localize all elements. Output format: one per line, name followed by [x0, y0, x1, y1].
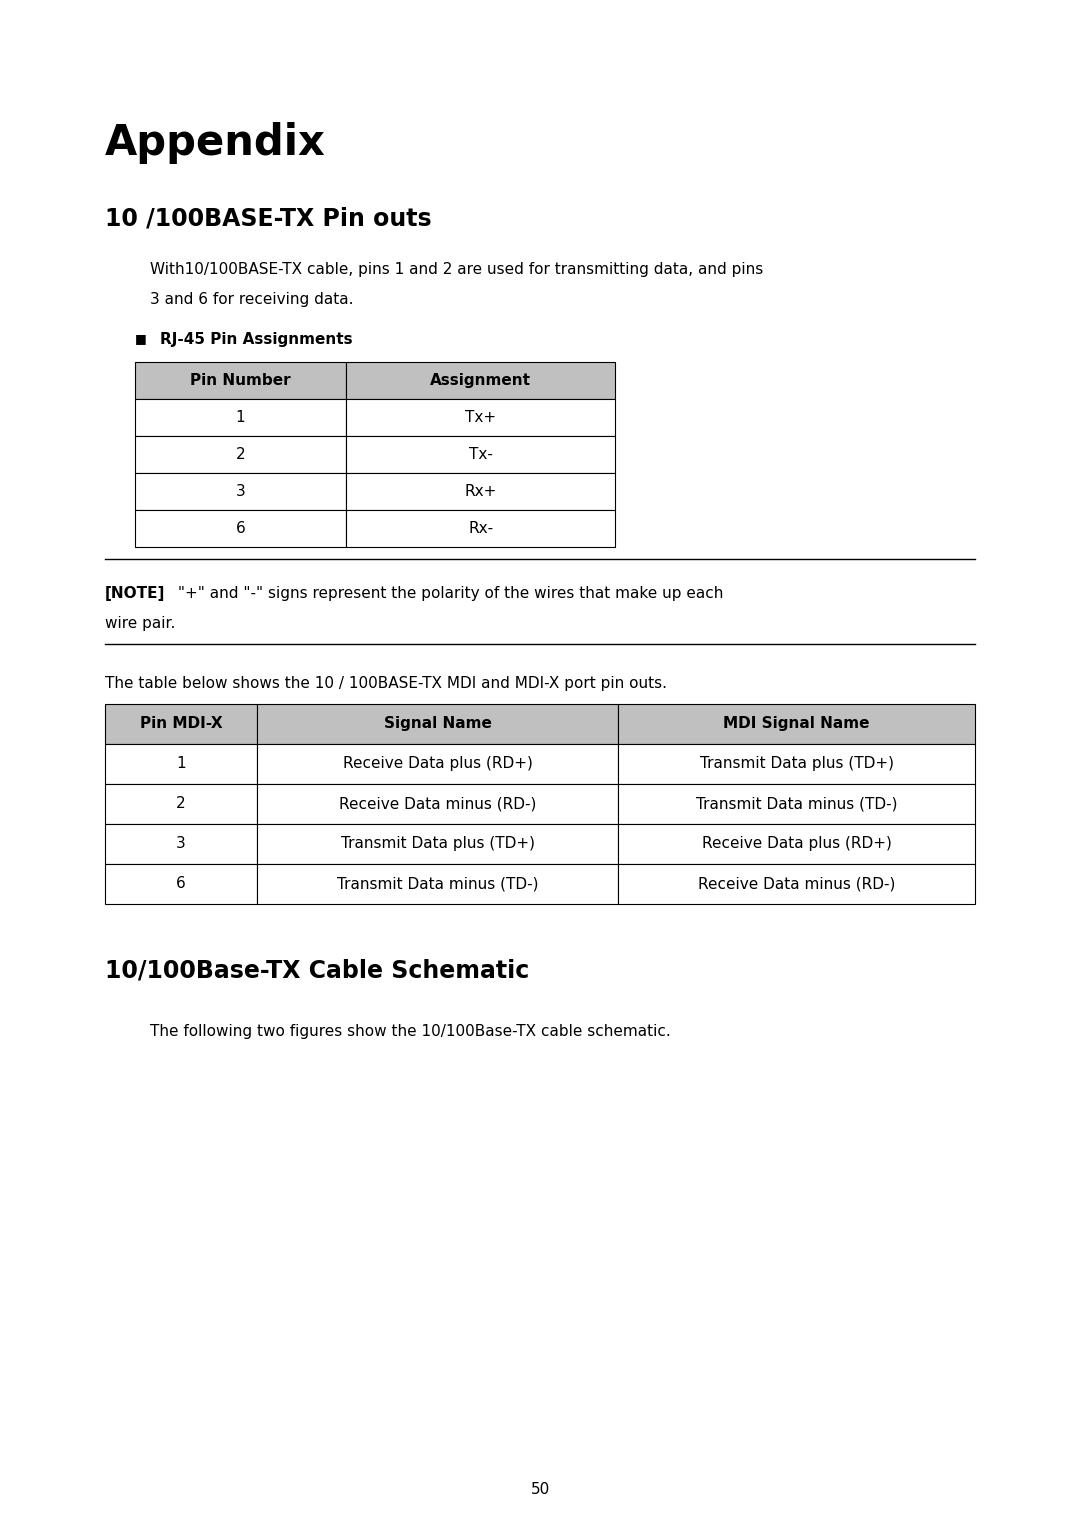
- Text: 1: 1: [235, 411, 245, 425]
- Text: "+" and "-" signs represent the polarity of the wires that make up each: "+" and "-" signs represent the polarity…: [173, 586, 724, 602]
- Bar: [105, 825, 257, 864]
- Bar: [257, 864, 618, 904]
- Bar: [347, 362, 615, 399]
- Bar: [135, 437, 347, 473]
- Bar: [135, 399, 347, 437]
- Bar: [105, 783, 257, 825]
- Bar: [257, 744, 618, 783]
- Text: 6: 6: [176, 876, 186, 892]
- Bar: [618, 704, 975, 744]
- Text: Pin Number: Pin Number: [190, 373, 291, 388]
- Text: Receive Data plus (RD+): Receive Data plus (RD+): [342, 756, 532, 771]
- Text: 6: 6: [235, 521, 245, 536]
- Text: Tx-: Tx-: [469, 447, 492, 463]
- Bar: [618, 864, 975, 904]
- Text: 2: 2: [235, 447, 245, 463]
- Text: 10/100Base-TX Cable Schematic: 10/100Base-TX Cable Schematic: [105, 959, 529, 983]
- Bar: [347, 437, 615, 473]
- Text: 10 /100BASE-TX Pin outs: 10 /100BASE-TX Pin outs: [105, 208, 432, 231]
- Text: MDI Signal Name: MDI Signal Name: [724, 716, 869, 731]
- Bar: [105, 864, 257, 904]
- Text: Transmit Data plus (TD+): Transmit Data plus (TD+): [341, 837, 535, 852]
- Bar: [347, 399, 615, 437]
- Bar: [618, 825, 975, 864]
- Text: The table below shows the 10 / 100BASE-TX MDI and MDI-X port pin outs.: The table below shows the 10 / 100BASE-T…: [105, 676, 667, 692]
- Bar: [135, 362, 347, 399]
- Text: [NOTE]: [NOTE]: [105, 586, 165, 602]
- Text: ■: ■: [135, 331, 147, 345]
- Bar: [135, 473, 347, 510]
- Text: Transmit Data minus (TD-): Transmit Data minus (TD-): [696, 797, 897, 811]
- Bar: [347, 473, 615, 510]
- Text: Receive Data plus (RD+): Receive Data plus (RD+): [702, 837, 892, 852]
- Bar: [135, 510, 347, 547]
- Text: Transmit Data plus (TD+): Transmit Data plus (TD+): [700, 756, 893, 771]
- Text: 3: 3: [176, 837, 186, 852]
- Text: Appendix: Appendix: [105, 122, 326, 163]
- Text: Receive Data minus (RD-): Receive Data minus (RD-): [698, 876, 895, 892]
- Text: 1: 1: [176, 756, 186, 771]
- Text: Transmit Data minus (TD-): Transmit Data minus (TD-): [337, 876, 539, 892]
- Text: Rx-: Rx-: [468, 521, 494, 536]
- Text: wire pair.: wire pair.: [105, 615, 175, 631]
- Text: Assignment: Assignment: [430, 373, 531, 388]
- Bar: [257, 825, 618, 864]
- Bar: [618, 783, 975, 825]
- Text: RJ-45 Pin Assignments: RJ-45 Pin Assignments: [160, 331, 353, 347]
- Bar: [105, 704, 257, 744]
- Text: 3: 3: [235, 484, 245, 499]
- Bar: [347, 510, 615, 547]
- Text: Signal Name: Signal Name: [383, 716, 491, 731]
- Bar: [105, 744, 257, 783]
- Text: 2: 2: [176, 797, 186, 811]
- Text: Rx+: Rx+: [464, 484, 497, 499]
- Bar: [618, 744, 975, 783]
- Text: With10/100BASE-TX cable, pins 1 and 2 are used for transmitting data, and pins: With10/100BASE-TX cable, pins 1 and 2 ar…: [150, 263, 764, 276]
- Text: Receive Data minus (RD-): Receive Data minus (RD-): [339, 797, 537, 811]
- Bar: [257, 704, 618, 744]
- Text: Tx+: Tx+: [465, 411, 496, 425]
- Text: 3 and 6 for receiving data.: 3 and 6 for receiving data.: [150, 292, 353, 307]
- Text: The following two figures show the 10/100Base-TX cable schematic.: The following two figures show the 10/10…: [150, 1025, 671, 1038]
- Bar: [257, 783, 618, 825]
- Text: Pin MDI-X: Pin MDI-X: [139, 716, 222, 731]
- Text: 50: 50: [530, 1481, 550, 1496]
